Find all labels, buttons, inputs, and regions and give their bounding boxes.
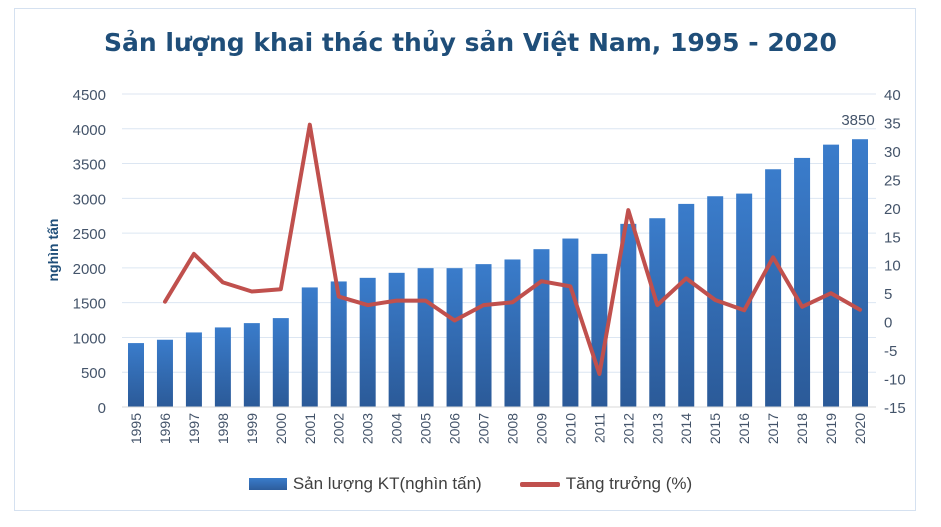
y2-tick-label: -5	[884, 343, 897, 360]
legend-label: Tăng trưởng (%)	[565, 474, 693, 493]
x-tick-label: 2015	[707, 413, 723, 444]
bar-2014	[678, 203, 695, 407]
legend-swatch-line	[519, 481, 560, 487]
y2-tick-label: 30	[884, 144, 901, 161]
x-tick-label: 2005	[418, 413, 434, 444]
y2-tick-label: 5	[884, 286, 892, 303]
bar-2017	[765, 169, 782, 407]
bar-1999	[243, 323, 260, 407]
x-tick-label: 2007	[476, 413, 492, 444]
y-tick-label: 500	[81, 365, 106, 382]
x-tick-label: 1999	[244, 413, 260, 444]
x-tick-label: 2002	[331, 413, 347, 444]
y-tick-label: 4500	[73, 87, 106, 104]
x-tick-label: 2016	[736, 413, 752, 444]
y2-tick-label: -15	[884, 400, 906, 417]
chart-border	[14, 8, 916, 511]
bar-2000	[272, 318, 289, 407]
y2-tick-label: 20	[884, 201, 901, 218]
x-tick-label: 2020	[852, 413, 868, 444]
bar-2008	[504, 259, 521, 407]
x-tick-label: 2012	[620, 413, 636, 444]
y-tick-label: 4000	[73, 122, 106, 139]
legend-item-bar: Sản lượng KT(nghìn tấn)	[248, 474, 482, 494]
bar-1997	[185, 332, 202, 407]
x-tick-label: 1998	[215, 413, 231, 444]
x-tick-label: 1995	[128, 413, 144, 444]
chart-title: Sản lượng khai thác thủy sản Việt Nam, 1…	[104, 28, 837, 57]
bar-1996	[156, 339, 173, 407]
x-tick-label: 2009	[533, 413, 549, 444]
x-tick-label: 2019	[823, 413, 839, 444]
legend: Sản lượng KT(nghìn tấn) Tăng trưởng (%)	[0, 474, 941, 494]
x-tick-label: 2006	[447, 413, 463, 444]
x-tick-label: 2011	[591, 413, 607, 443]
legend-item-line: Tăng trưởng (%)	[519, 474, 693, 494]
y2-tick-label: 40	[884, 87, 901, 104]
y2-tick-label: -10	[884, 372, 906, 389]
y-tick-label: 0	[98, 400, 106, 417]
x-tick-label: 2014	[678, 413, 694, 444]
bar-2009	[533, 249, 550, 407]
bar-2010	[562, 238, 579, 407]
x-tick-label: 2000	[273, 413, 289, 444]
y2-tick-label: 35	[884, 115, 901, 132]
y-tick-label: 2000	[73, 261, 106, 278]
legend-label: Sản lượng KT(nghìn tấn)	[292, 474, 482, 493]
bar-2018	[794, 157, 811, 407]
x-tick-label: 2008	[504, 413, 520, 444]
x-tick-label: 2018	[794, 413, 810, 444]
x-tick-label: 2004	[389, 413, 405, 444]
bar-2016	[736, 193, 753, 407]
data-label: 3850	[841, 112, 874, 129]
bar-2002	[330, 281, 347, 407]
bar-1995	[128, 343, 144, 407]
bar-2005	[417, 268, 434, 407]
bar-2004	[388, 272, 405, 407]
y-tick-label: 2500	[73, 226, 106, 243]
bar-2013	[649, 218, 666, 407]
bar-2019	[823, 144, 840, 407]
y2-tick-label: 0	[884, 315, 892, 332]
x-tick-label: 2001	[302, 413, 318, 444]
y-tick-label: 3000	[73, 191, 106, 208]
bar-2007	[475, 264, 492, 407]
x-tick-label: 2013	[649, 413, 665, 444]
x-tick-label: 1996	[157, 413, 173, 444]
y2-tick-label: 10	[884, 258, 901, 275]
y2-tick-label: 15	[884, 229, 901, 246]
bar-2003	[359, 277, 376, 407]
bar-1998	[214, 327, 231, 407]
x-tick-label: 1997	[186, 413, 202, 444]
y-axis-label: nghìn tấn	[45, 219, 61, 282]
bar-2011	[591, 253, 608, 407]
bar-2012	[620, 223, 637, 407]
y-tick-label: 3500	[73, 157, 106, 174]
y-tick-label: 1500	[73, 296, 106, 313]
legend-swatch-bar	[248, 478, 287, 490]
x-tick-label: 2017	[765, 413, 781, 444]
bar-2006	[446, 268, 463, 407]
y-tick-label: 1000	[73, 330, 106, 347]
y2-tick-label: 25	[884, 172, 901, 189]
x-tick-label: 2010	[562, 413, 578, 444]
bar-2020	[852, 139, 868, 407]
x-tick-label: 2003	[360, 413, 376, 444]
bar-2001	[301, 287, 318, 407]
